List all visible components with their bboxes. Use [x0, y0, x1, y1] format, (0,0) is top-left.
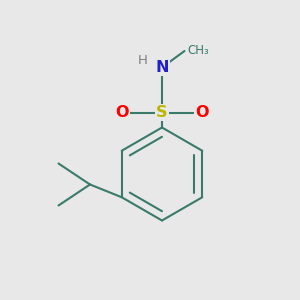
Text: S: S	[156, 105, 168, 120]
Text: CH₃: CH₃	[188, 44, 209, 58]
Text: O: O	[115, 105, 128, 120]
Text: O: O	[196, 105, 209, 120]
Text: H: H	[138, 53, 147, 67]
Text: N: N	[155, 60, 169, 75]
